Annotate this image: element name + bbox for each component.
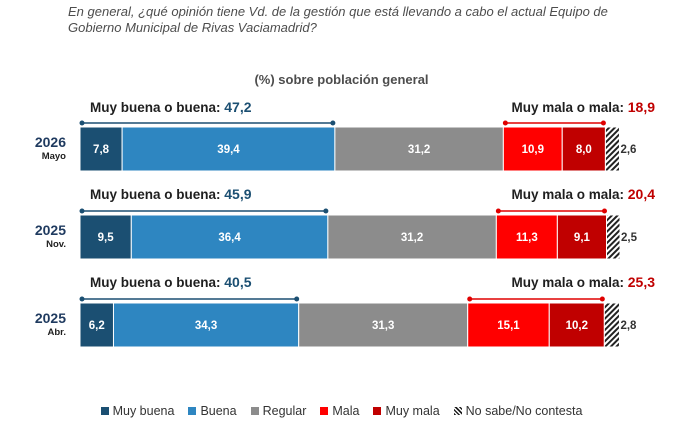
negative-bracket-dot: [495, 208, 501, 214]
data-label: 15,1: [497, 320, 520, 332]
data-label: 7,8: [93, 144, 110, 156]
month-label: Nov.: [46, 239, 66, 250]
legend-label: No sabe/No contesta: [465, 404, 583, 418]
legend-swatch: [453, 407, 462, 415]
legend-item: Muy mala: [373, 404, 440, 418]
data-label: 2,6: [620, 144, 636, 156]
data-label: 9,1: [574, 232, 591, 244]
positive-group-value: 47,2: [224, 99, 251, 115]
positive-group-label: Muy buena o buena: 45,9: [90, 186, 252, 202]
legend-label: Buena: [200, 404, 237, 418]
year-label: 2026: [35, 134, 66, 150]
negative-group-value: 25,3: [628, 274, 655, 290]
legend-label: Muy buena: [112, 404, 175, 418]
negative-bracket-dot: [467, 296, 473, 302]
bar-segment: [334, 126, 504, 172]
data-label: 31,2: [408, 144, 430, 156]
legend-item: Buena: [188, 404, 237, 418]
year-label: 2025: [35, 310, 66, 326]
positive-bracket-dot: [330, 120, 336, 126]
negative-bracket-dot: [602, 208, 607, 214]
year-label: 2025: [35, 222, 66, 238]
bar-segment: [79, 214, 132, 260]
legend-item: Regular: [250, 404, 307, 418]
legend-item: Muy buena: [100, 404, 175, 418]
bar-segment: [121, 126, 336, 172]
bar-segment: [603, 302, 620, 348]
month-label: Mayo: [42, 151, 66, 162]
positive-bracket-dot: [79, 296, 85, 302]
data-label: 34,3: [195, 320, 217, 332]
legend-item: No sabe/No contesta: [453, 404, 583, 418]
data-label: 2,8: [620, 320, 637, 332]
bar-segment: [548, 302, 605, 348]
positive-group-label: Muy buena o buena: 47,2: [90, 99, 252, 115]
negative-group-value: 20,4: [628, 186, 655, 202]
legend-swatch: [320, 407, 329, 415]
data-label: 10,9: [522, 144, 544, 156]
legend-swatch: [100, 407, 109, 415]
positive-group-value: 40,5: [224, 274, 251, 290]
bar-segment: [79, 302, 114, 348]
legend-label: Muy mala: [385, 404, 440, 418]
data-label: 11,3: [516, 232, 538, 244]
legend-item: Mala: [320, 404, 359, 418]
chart-legend: Muy buena Buena Regular Mala Muy mala No sabe…: [0, 404, 683, 418]
positive-bracket-dot: [294, 296, 300, 302]
data-label: 2,5: [621, 232, 638, 244]
legend-swatch: [373, 407, 382, 415]
legend-swatch: [188, 407, 197, 415]
legend-label: Mala: [332, 404, 360, 418]
bar-segment: [495, 214, 558, 260]
bar-segment: [79, 126, 123, 172]
bar-segment: [604, 126, 620, 172]
data-label: 31,2: [401, 232, 423, 244]
bar-segment: [298, 302, 469, 348]
data-label: 31,3: [372, 320, 394, 332]
negative-bracket-dot: [600, 120, 606, 126]
negative-bracket-dot: [502, 120, 508, 126]
question-text: En general, ¿qué opinión tiene Vd. de la…: [68, 4, 608, 35]
legend-label: Regular: [262, 404, 307, 418]
positive-bracket-dot: [323, 208, 329, 214]
data-label: 9,5: [98, 232, 115, 244]
bar-segment: [561, 126, 606, 172]
negative-group-value: 18,9: [628, 99, 655, 115]
positive-bracket-dot: [79, 208, 85, 214]
negative-bracket-dot: [599, 296, 605, 302]
positive-group-value: 45,9: [224, 186, 251, 202]
data-label: 8,0: [576, 144, 592, 156]
month-label: Abr.: [48, 327, 66, 338]
data-label: 39,4: [217, 144, 240, 156]
data-label: 10,2: [566, 320, 588, 332]
positive-group-label: Muy buena o buena: 40,5: [90, 274, 252, 290]
negative-group-label: Muy mala o mala: 18,9: [511, 99, 655, 115]
chart-subtitle: (%) sobre población general: [254, 72, 429, 87]
negative-group-label: Muy mala o mala: 25,3: [511, 274, 655, 290]
data-label: 6,2: [89, 320, 105, 332]
legend-swatch: [250, 407, 259, 415]
data-label: 36,4: [218, 232, 241, 244]
positive-bracket-dot: [79, 120, 85, 126]
negative-group-label: Muy mala o mala: 20,4: [511, 186, 655, 202]
bar-segment: [606, 214, 621, 260]
